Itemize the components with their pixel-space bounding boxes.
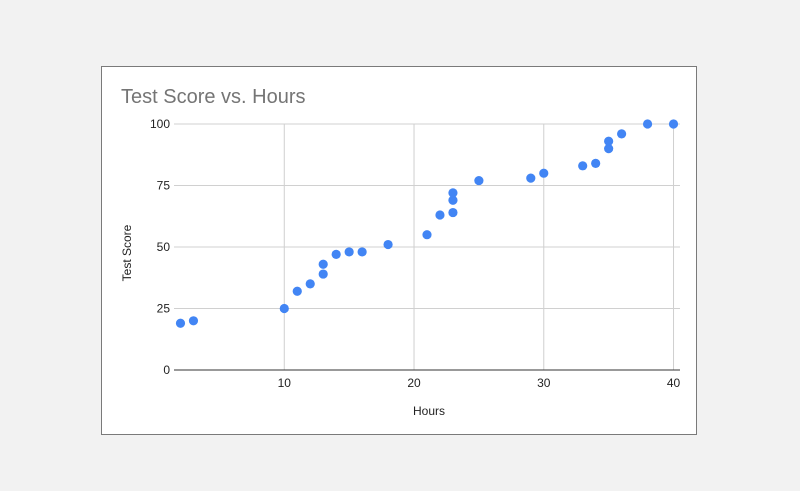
scatter-point bbox=[435, 210, 445, 220]
x-tick-label: 40 bbox=[667, 376, 681, 390]
scatter-point bbox=[591, 158, 601, 168]
scatter-point bbox=[331, 249, 341, 259]
scatter-point bbox=[318, 269, 328, 279]
scatter-point bbox=[539, 168, 549, 178]
scatter-point bbox=[305, 279, 315, 289]
data-points bbox=[175, 119, 679, 328]
scatter-point bbox=[578, 161, 588, 171]
y-tick-label: 100 bbox=[150, 117, 170, 131]
y-tick-label: 50 bbox=[157, 240, 171, 254]
scatter-point bbox=[448, 188, 458, 198]
scatter-point bbox=[668, 119, 679, 129]
scatter-point bbox=[175, 318, 186, 328]
chart-title: Test Score vs. Hours bbox=[121, 86, 306, 108]
scatter-point bbox=[604, 136, 614, 146]
scatter-point bbox=[344, 247, 354, 257]
scatter-point bbox=[642, 119, 653, 129]
x-tick-label: 20 bbox=[407, 376, 421, 390]
scatter-point bbox=[526, 173, 536, 183]
x-tick-label: 10 bbox=[278, 376, 292, 390]
scatter-point bbox=[448, 207, 458, 218]
scatter-point bbox=[474, 175, 484, 186]
scatter-point bbox=[279, 303, 289, 314]
scatter-point bbox=[318, 259, 328, 269]
x-axis-title: Hours bbox=[413, 404, 445, 418]
scatter-point bbox=[448, 195, 458, 205]
y-tick-label: 75 bbox=[157, 179, 171, 193]
scatter-point bbox=[292, 286, 302, 296]
scatter-point bbox=[422, 230, 432, 240]
scatter-point bbox=[604, 144, 614, 154]
scatter-point bbox=[357, 247, 367, 257]
x-tick-label: 30 bbox=[537, 376, 551, 390]
y-axis-title: Test Score bbox=[120, 224, 134, 281]
scatter-point bbox=[383, 239, 393, 250]
axes: 0 25 50 75 100 10 20 30 40 bbox=[150, 117, 681, 390]
y-tick-label: 0 bbox=[163, 363, 170, 377]
y-tick-label: 25 bbox=[157, 302, 171, 316]
chart-card: Test Score vs. Hours 0 25 50 75 100 10 20 30 40 … bbox=[101, 66, 697, 435]
scatter-point bbox=[617, 129, 627, 139]
scatter-point bbox=[188, 316, 199, 326]
grid bbox=[174, 123, 680, 370]
